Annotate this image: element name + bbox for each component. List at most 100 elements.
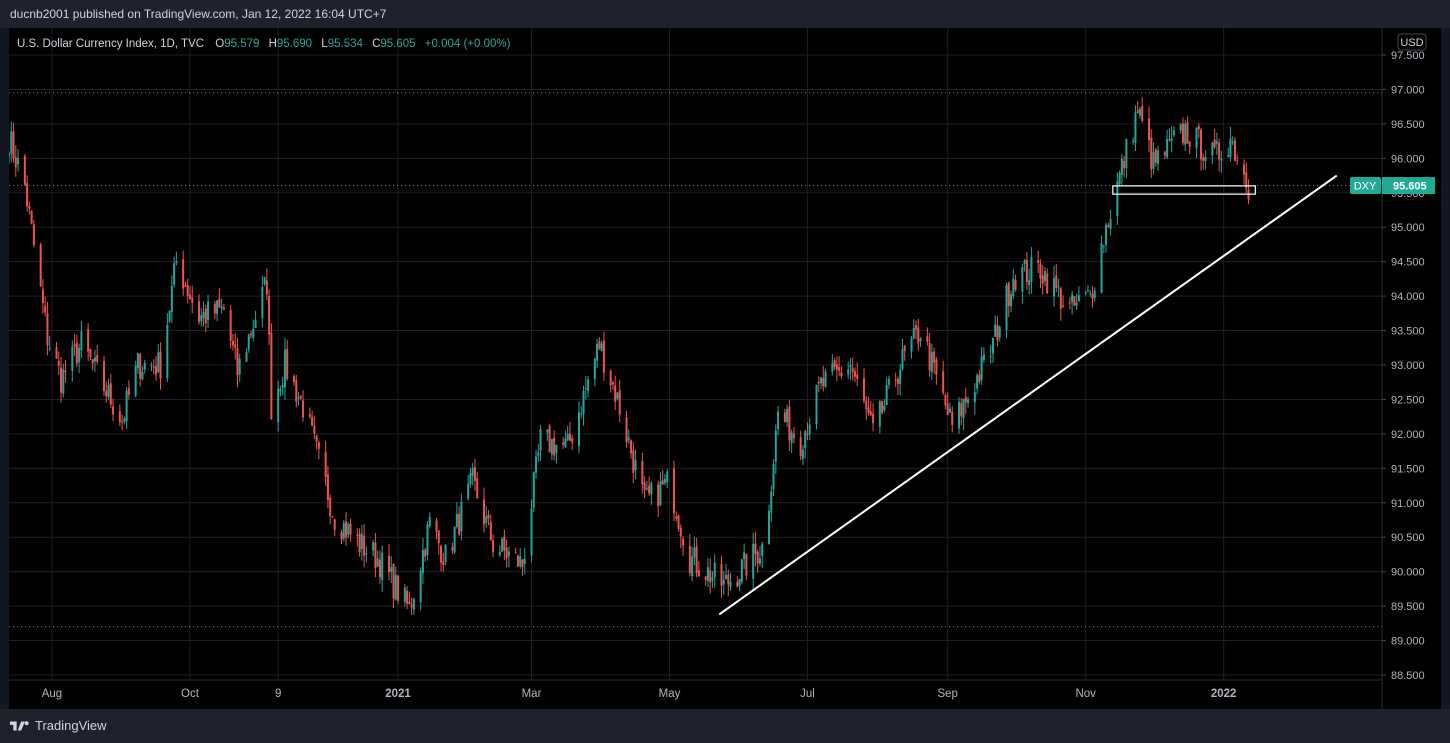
candle-body — [1197, 126, 1200, 130]
candle-body — [1154, 149, 1157, 163]
currency-label: USD — [1400, 37, 1423, 49]
candle-body — [553, 437, 556, 456]
legend-high-value: 95.690 — [277, 38, 312, 50]
candle-body — [159, 351, 162, 379]
candle-body — [277, 388, 280, 423]
candle-body — [263, 277, 266, 284]
candle-body — [675, 516, 678, 519]
candle-body — [792, 434, 795, 439]
candle-body — [1118, 173, 1121, 184]
candle-body — [978, 374, 981, 382]
candle-body — [582, 390, 585, 414]
candle-body — [564, 438, 567, 447]
candle-body — [1202, 157, 1205, 161]
candle-body — [347, 524, 350, 535]
y-tick-label: 89.500 — [1391, 601, 1425, 613]
publisher-text: ducnb2001 published on TradingView.com, … — [10, 7, 387, 21]
candle-body — [121, 421, 124, 423]
candle-body — [1245, 172, 1248, 189]
candle-body — [175, 261, 178, 264]
time-axis[interactable]: Aug Oct 9 2021 Mar May Jul Sep Nov 2022 — [42, 688, 1237, 700]
candle-body — [817, 381, 820, 384]
trendline[interactable] — [718, 174, 1338, 616]
support-zone-box[interactable] — [1112, 185, 1256, 195]
candle-body — [73, 344, 76, 347]
candle-body — [1105, 224, 1108, 245]
candle-body — [166, 324, 169, 379]
candle-body — [1089, 293, 1092, 295]
candle-body — [872, 413, 875, 424]
y-tick-label: 94.500 — [1391, 257, 1425, 269]
candle-body — [709, 570, 712, 583]
currency-button[interactable]: USD — [1397, 33, 1427, 51]
candle-body — [596, 343, 599, 361]
candle-body — [1157, 150, 1160, 165]
candle-body — [376, 558, 379, 567]
drawings-layer[interactable] — [718, 174, 1338, 616]
candle-body — [1109, 219, 1112, 229]
candle-body — [26, 183, 29, 207]
candle-body — [93, 357, 96, 362]
candle-body — [60, 367, 63, 393]
candle-body — [62, 369, 65, 394]
candle-body — [881, 400, 884, 413]
chart-area[interactable]: 97.50097.00096.50096.00095.50095.00094.5… — [8, 28, 1441, 709]
candle-body — [1172, 130, 1175, 136]
candle-body — [123, 418, 126, 422]
candle-body — [168, 310, 171, 322]
candle-body — [1138, 108, 1141, 116]
candle-body — [1023, 260, 1026, 264]
candle-body — [184, 285, 187, 287]
candle-body — [1148, 118, 1151, 141]
candle-body — [962, 398, 965, 419]
candle-body — [673, 468, 676, 514]
candle-body — [1218, 142, 1221, 160]
candle-body — [706, 567, 709, 581]
candle-body — [1220, 158, 1223, 161]
candle-body — [345, 521, 348, 538]
legend-close-value: 95.605 — [380, 38, 415, 50]
candle-body — [71, 346, 74, 371]
candle-body — [973, 392, 976, 403]
legend-open-value: 95.579 — [224, 38, 259, 50]
candle-body — [1010, 294, 1013, 307]
candle-body — [632, 450, 635, 473]
x-tick-label: Nov — [1075, 688, 1096, 700]
candle-body — [390, 566, 393, 572]
candle-body — [317, 442, 320, 449]
candle-body — [851, 368, 854, 373]
candle-body — [1062, 305, 1065, 307]
candle-body — [1132, 140, 1135, 142]
candle-body — [930, 352, 933, 372]
candle-body — [14, 157, 17, 168]
candle-body — [152, 366, 155, 368]
candle-body — [87, 329, 90, 352]
candle-body — [363, 535, 366, 556]
tradingview-brand[interactable]: TradingView — [10, 718, 107, 733]
candle-body — [799, 437, 802, 457]
candle-body — [39, 244, 42, 287]
price-chart[interactable]: 97.50097.00096.50096.00095.50095.00094.5… — [8, 28, 1441, 709]
candle-body — [790, 432, 793, 443]
candle-body — [216, 300, 219, 315]
candle-body — [948, 408, 951, 413]
candle-body — [501, 538, 504, 552]
candle-body — [627, 437, 630, 441]
candle-body — [833, 360, 836, 367]
candle-body — [648, 485, 651, 494]
y-tick-label: 88.500 — [1391, 670, 1425, 682]
candle-body — [378, 559, 381, 577]
publisher-bar: ducnb2001 published on TradingView.com, … — [0, 0, 1450, 28]
candle-body — [394, 575, 397, 600]
candle-body — [157, 352, 160, 372]
candle-body — [186, 285, 189, 296]
candle-body — [679, 527, 682, 537]
candle-body — [1057, 286, 1060, 288]
candle-body — [326, 474, 329, 500]
candle-body — [403, 587, 406, 602]
candle-body — [912, 327, 915, 339]
candle-body — [80, 331, 83, 351]
price-axis[interactable]: 97.50097.00096.50096.00095.50095.00094.5… — [1382, 50, 1425, 682]
candle-body — [1100, 243, 1103, 293]
candle-body — [822, 377, 825, 387]
